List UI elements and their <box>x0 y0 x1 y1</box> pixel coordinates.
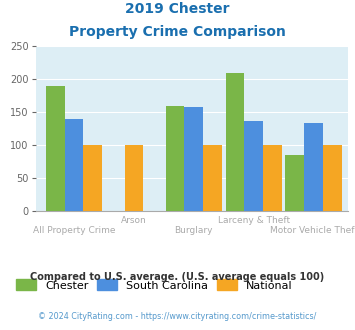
Bar <box>203 145 222 211</box>
Text: Compared to U.S. average. (U.S. average equals 100): Compared to U.S. average. (U.S. average … <box>31 272 324 282</box>
Bar <box>285 155 304 211</box>
Bar <box>263 145 282 211</box>
Bar <box>46 86 65 211</box>
Text: Arson: Arson <box>121 216 147 225</box>
Text: Property Crime Comparison: Property Crime Comparison <box>69 25 286 39</box>
Bar <box>185 107 203 211</box>
Text: 2019 Chester: 2019 Chester <box>125 2 230 16</box>
Bar <box>83 145 102 211</box>
Text: All Property Crime: All Property Crime <box>33 226 115 235</box>
Bar <box>125 145 143 211</box>
Text: Burglary: Burglary <box>175 226 213 235</box>
Bar <box>165 106 185 211</box>
Text: © 2024 CityRating.com - https://www.cityrating.com/crime-statistics/: © 2024 CityRating.com - https://www.city… <box>38 312 317 321</box>
Text: Motor Vehicle Theft: Motor Vehicle Theft <box>270 226 355 235</box>
Bar <box>65 119 83 211</box>
Bar <box>323 145 342 211</box>
Legend: Chester, South Carolina, National: Chester, South Carolina, National <box>16 280 293 291</box>
Bar <box>225 73 244 211</box>
Bar <box>304 123 323 211</box>
Text: Larceny & Theft: Larceny & Theft <box>218 216 290 225</box>
Bar <box>244 121 263 211</box>
